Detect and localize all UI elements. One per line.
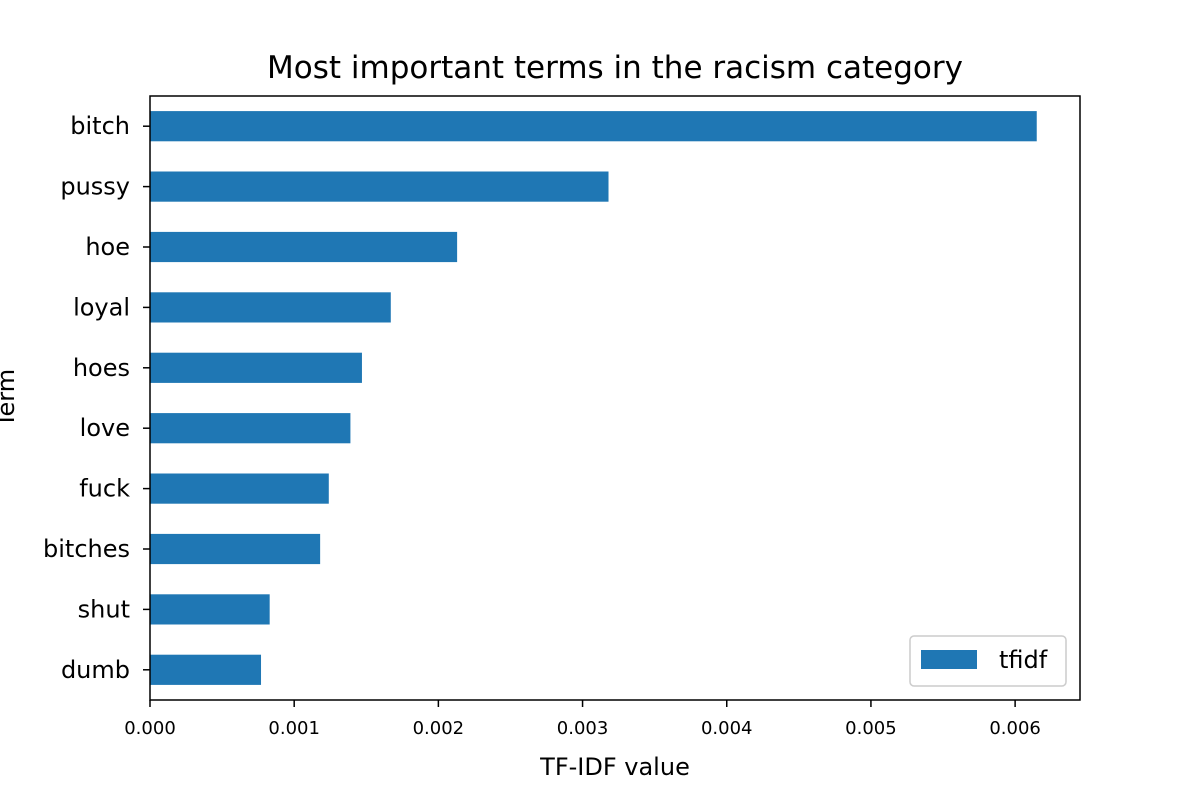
x-tick-label-5: 0.005 (845, 718, 897, 739)
bar-loyal (150, 292, 391, 323)
y-tick-label-dumb: dumb (61, 656, 130, 684)
bar-hoe (150, 231, 458, 263)
bar-hoes (150, 352, 362, 383)
bar-love (150, 413, 351, 444)
bar-dumb (150, 654, 262, 685)
y-tick-label-fuck: fuck (79, 475, 130, 503)
bar-pussy (150, 171, 609, 202)
y-tick-label-hoe: hoe (85, 233, 130, 261)
chart-title: Most important terms in the racism categ… (267, 50, 963, 86)
x-tick-label-3: 0.003 (557, 718, 609, 739)
x-tick-label-1: 0.001 (268, 718, 320, 739)
legend-label-tfidf: tfidf (999, 646, 1048, 674)
legend-swatch-tfidf (921, 650, 977, 669)
y-tick-label-bitch: bitch (70, 112, 130, 140)
x-tick-label-6: 0.006 (989, 718, 1041, 739)
y-tick-label-hoes: hoes (73, 354, 130, 382)
bar-bitch (150, 111, 1037, 142)
y-tick-label-love: love (80, 414, 130, 442)
bar-shut (150, 594, 270, 625)
plot-frame (149, 95, 1081, 701)
x-tick-label-4: 0.004 (701, 718, 753, 739)
x-tick-label-0: 0.000 (124, 718, 176, 739)
legend: tfidf (909, 635, 1067, 687)
y-tick-label-loyal: loyal (73, 293, 130, 321)
bar-bitches (150, 533, 321, 565)
y-axis-label: Term (0, 369, 20, 428)
x-tick-label-2: 0.002 (413, 718, 465, 739)
y-tick-label-pussy: pussy (60, 173, 130, 201)
bars-layer (150, 111, 1037, 685)
y-tick-label-bitches: bitches (43, 535, 130, 563)
ticks-layer: bitch pussy hoe loyal hoes love fuck bitches shu… (43, 112, 1041, 739)
x-axis-label: TF-IDF value (539, 753, 690, 781)
bar-fuck (150, 473, 329, 504)
y-tick-label-shut: shut (78, 595, 130, 623)
legend-box (909, 635, 1067, 687)
